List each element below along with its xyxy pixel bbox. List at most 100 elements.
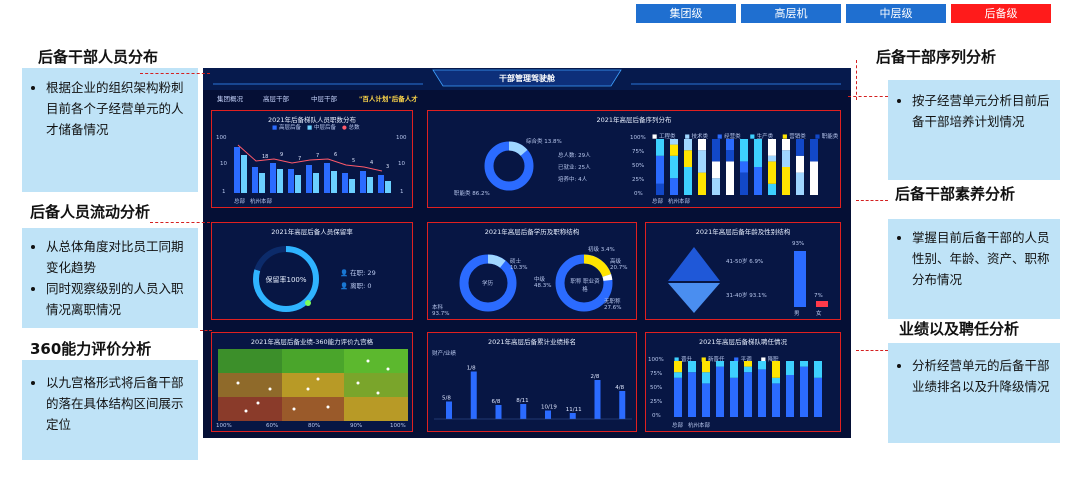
line-label: 5 (352, 158, 355, 164)
panel-title: 2021年高层后备年龄及性别结构 (695, 228, 791, 236)
sequence-legend: ■ 工程类 ■ 技术类 ■ 经营类 ■ 生产类 ■ 营销类 ■ 职能类 (652, 134, 839, 140)
desc-box-360-evaluation: 以九宫格形式将后备干部的落在具体结构区间展示定位 (22, 360, 198, 460)
stacked-bar-segment (810, 161, 818, 195)
stacked-bar-segment (670, 139, 678, 145)
stat-total: 总人数: 29人 (558, 153, 591, 159)
panel-education-title: 2021年高层后备学历及职称结构 学历 本科 93.7% 硕士 10.3% 中级… (427, 222, 637, 320)
stacked-bar-segment (688, 361, 696, 373)
stacked-bar-segment (768, 183, 776, 195)
stacked-bar-segment (684, 150, 692, 167)
desc-box-performance-appointment: 分析经营单元的后备干部业绩排名以及升降级情况 (888, 343, 1060, 443)
label-age-31-40: 31-40岁 93.1% (726, 293, 767, 299)
ranking-bar (495, 405, 502, 419)
desc-item: 掌握目前后备干部的人员性别、年龄、资产、职称分布情况 (912, 227, 1052, 290)
stacked-bar-segment (814, 377, 822, 417)
bar-series-senior (234, 147, 384, 193)
stacked-bar-segment (796, 172, 804, 195)
stacked-bar-segment (768, 139, 776, 156)
ranking-bar-label: 2/8 (591, 374, 600, 380)
x-label: 杭州本部 (250, 199, 273, 205)
y-tick: 25% (650, 399, 663, 405)
connector-line (200, 330, 212, 331)
panel-appointment: 2021年高层后备梯队聘任情况 ■ 晋升 ■ 新晋任 ■ 平调 ■ 降职 100… (645, 332, 841, 432)
label-junior: 初级 3.4% (588, 247, 615, 253)
connector-line (856, 60, 857, 100)
line-label: 3 (386, 164, 389, 170)
axis-right-tick: 100 (396, 135, 407, 141)
nine-grid-chart (218, 349, 408, 421)
x-label: 杭州本部 (668, 199, 691, 205)
desc-item: 同时观察级别的人员入职情况离职情况 (46, 278, 190, 320)
ranking-bar (470, 371, 477, 419)
panel-title: 2021年高层后备序列分布 (596, 116, 672, 124)
panel-sequence-distribution: 2021年高层后备序列分布 综合类 13.8% 职能类 86.2% 总人数: 2… (427, 110, 841, 208)
x-label: 总部 (234, 199, 246, 205)
tab-senior-level[interactable]: 高层机 (741, 4, 841, 23)
stacked-bar-segment (674, 361, 682, 373)
section-title-sequence-analysis: 后备干部序列分析 (876, 48, 997, 66)
y-tick: 0% (634, 191, 643, 197)
stat-employed: 👤 在职: 29 (340, 269, 376, 277)
age-pyramid (668, 247, 720, 313)
stacked-bar-segment (712, 178, 720, 195)
nav-middle-cadre[interactable]: 中层干部 (311, 95, 337, 103)
stacked-bar-segment (782, 150, 790, 167)
ranking-bar (520, 404, 527, 419)
stacked-bar-segment (656, 139, 664, 156)
stacked-bar-segment (670, 155, 678, 179)
stacked-bar-segment (744, 366, 752, 373)
nav-hundred-plan[interactable]: "百人计划"后备人才 (359, 95, 418, 103)
nav-group-overview[interactable]: 集团概况 (217, 95, 243, 103)
tab-reserve-level[interactable]: 后备级 (951, 4, 1051, 23)
stacked-bar-segment (772, 361, 780, 378)
tab-middle-level[interactable]: 中层级 (846, 4, 946, 23)
stacked-bar-segment (768, 155, 776, 162)
stacked-bar-segment (744, 361, 752, 367)
ranking-bar (594, 380, 601, 419)
stacked-bar-segment (726, 150, 734, 162)
ranking-bar-label: 4/8 (615, 385, 624, 391)
ranking-bar (619, 391, 626, 419)
stacked-bar-segment (670, 144, 678, 156)
panel-title: 2021年高层后备梯队聘任情况 (698, 338, 788, 346)
y-tick: 75% (632, 149, 645, 155)
line-label: 9 (280, 152, 283, 158)
x-label: 总部 (672, 423, 684, 429)
desc-item: 从总体角度对比员工同期变化趋势 (46, 236, 190, 278)
stacked-bar-segment (730, 377, 738, 417)
panel-title: 2021年高层后备学历及职称结构 (484, 228, 580, 236)
stacked-bar-segment (758, 361, 766, 370)
tab-group-level[interactable]: 集团级 (636, 4, 736, 23)
stacked-bar-segment (772, 383, 780, 417)
label-senior: 高级 20.7% (610, 259, 628, 271)
panel-retention-rate: 2021年高层后备人员保留率 保留率100% 👤 在职: 29 👤 离职: 0 (211, 222, 413, 320)
line-label: 7 (298, 156, 301, 162)
nav-senior-cadre[interactable]: 高层干部 (263, 95, 289, 103)
ranking-bar-label: 10/19 (541, 405, 557, 411)
stacked-bar-segment (716, 366, 724, 417)
ranking-bar (569, 413, 576, 419)
panel-title: 2021年高层后备业绩-360能力评价九宫格 (250, 338, 374, 346)
stacked-bar-segment (810, 139, 818, 162)
desc-box-quality-analysis: 掌握目前后备干部的人员性别、年龄、资产、职称分布情况 (888, 219, 1060, 319)
stacked-bar-segment (772, 377, 780, 384)
legend-middle: ■ 中层后备 (307, 125, 336, 131)
line-series-total (237, 144, 383, 172)
stacked-bar-segment (744, 372, 752, 417)
sequence-stacked-chart (656, 139, 818, 195)
axis-right-tick: 1 (400, 189, 404, 195)
label-male: 男 (794, 311, 800, 317)
ranking-bar-chart: 5/8 1/8 6/8 8/11 10/19 11/11 2/8 4/8 (434, 366, 632, 420)
y-tick: 100% (630, 135, 646, 141)
appointment-legend: ■ 晋升 ■ 新晋任 ■ 平调 ■ 降职 (674, 357, 779, 363)
section-title-360-evaluation: 360能力评价分析 (30, 340, 152, 358)
x-tick: 90% (350, 423, 363, 429)
connector-line (150, 222, 210, 223)
panel-age-gender: 2021年高层后备年龄及性别结构 41-50岁 6.9% 31-40岁 93.1… (645, 222, 841, 320)
stacked-bar-segment (684, 139, 692, 151)
x-label: 总部 (652, 199, 664, 205)
y-tick: 0% (652, 413, 661, 419)
label-age-41-50: 41-50岁 6.9% (726, 259, 764, 265)
x-tick: 100% (216, 423, 232, 429)
legend-total: ● 总数 (342, 125, 360, 131)
